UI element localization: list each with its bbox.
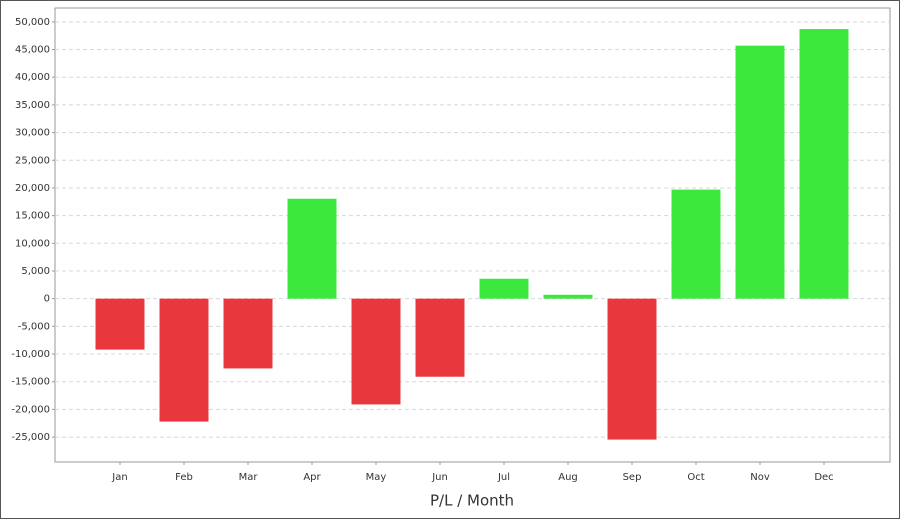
- x-tick-label: Mar: [239, 472, 259, 483]
- y-tick-label: 30,000: [15, 128, 50, 139]
- bar: [607, 298, 657, 440]
- bar: [95, 298, 145, 350]
- x-tick-label: Oct: [687, 472, 704, 483]
- bar: [223, 298, 273, 369]
- x-tick-label: Feb: [175, 472, 193, 483]
- y-tick-label: -15,000: [11, 377, 50, 388]
- y-tick-label: 15,000: [15, 211, 50, 222]
- bar: [543, 294, 593, 299]
- bar: [351, 298, 401, 405]
- y-tick-label: 35,000: [15, 100, 50, 111]
- x-tick-label: May: [366, 472, 387, 483]
- y-tick-label: -5,000: [18, 321, 50, 332]
- bar: [479, 278, 529, 299]
- x-axis-title: P/L / Month: [430, 492, 514, 510]
- bar: [287, 198, 337, 299]
- x-tick-label: Sep: [623, 472, 642, 483]
- bar: [415, 298, 465, 377]
- bar: [159, 298, 209, 422]
- x-tick-label: Aug: [558, 472, 578, 483]
- x-tick-label: Jan: [111, 472, 127, 483]
- y-tick-label: 50,000: [15, 17, 50, 28]
- y-tick-label: 45,000: [15, 45, 50, 56]
- x-tick-label: Jun: [431, 472, 448, 483]
- y-tick-label: 20,000: [15, 183, 50, 194]
- bar: [799, 29, 849, 299]
- x-tick-label: Jul: [497, 472, 510, 483]
- x-tick-label: Apr: [303, 472, 321, 483]
- y-tick-label: 10,000: [15, 238, 50, 249]
- y-tick-label: 40,000: [15, 72, 50, 83]
- bar: [671, 189, 721, 299]
- y-tick-label: -20,000: [11, 404, 50, 415]
- y-tick-label: -25,000: [11, 432, 50, 443]
- x-tick-label: Dec: [814, 472, 833, 483]
- y-tick-label: -10,000: [11, 349, 50, 360]
- y-tick-label: 25,000: [15, 155, 50, 166]
- y-tick-label: 5,000: [21, 266, 50, 277]
- y-tick-label: 0: [44, 294, 50, 305]
- x-tick-label: Nov: [750, 472, 770, 483]
- bar: [735, 45, 785, 299]
